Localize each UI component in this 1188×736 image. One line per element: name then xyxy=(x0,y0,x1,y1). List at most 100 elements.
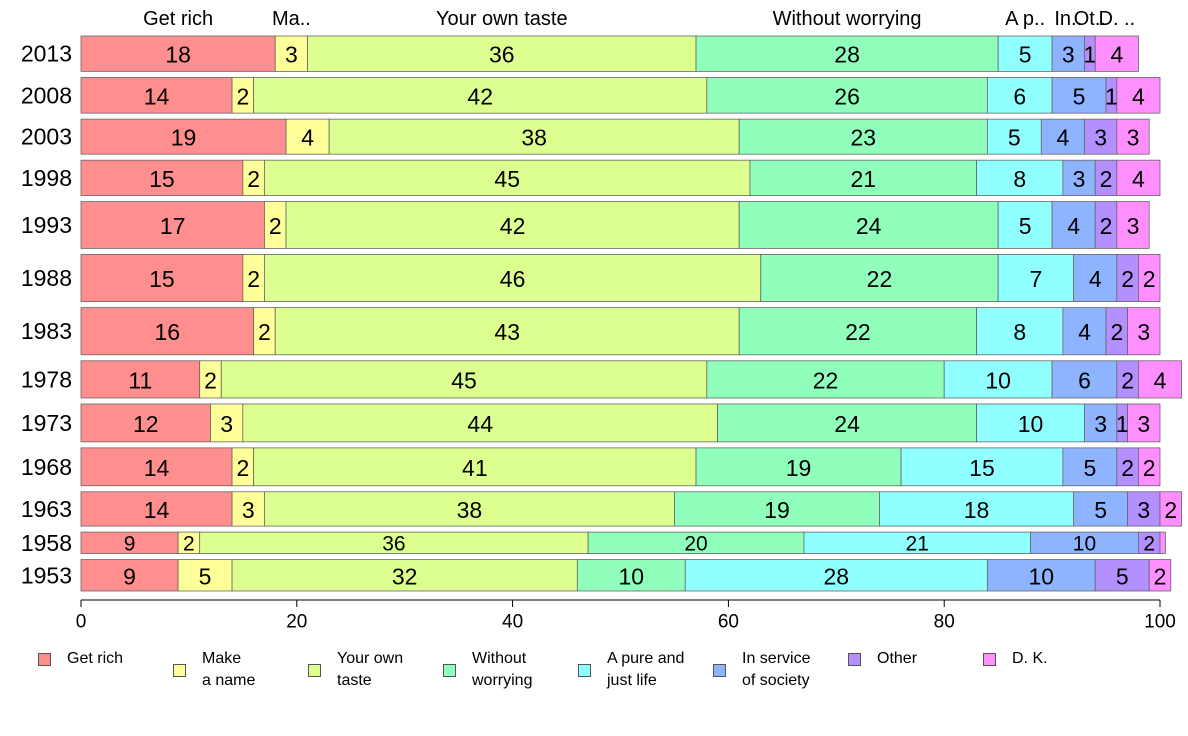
year-label: 1978 xyxy=(21,366,72,392)
bar-segment xyxy=(285,118,330,155)
bar-segment xyxy=(307,35,697,72)
year-label: 2013 xyxy=(21,41,72,67)
x-tick-label: 80 xyxy=(934,612,955,633)
bar-value-label: 2 xyxy=(1164,497,1177,523)
series-header-label: Ot.. xyxy=(1074,8,1106,30)
bar-value-label: 22 xyxy=(867,266,893,292)
legend-label: A pure and just life xyxy=(607,650,685,689)
bar-value-label: 5 xyxy=(1008,125,1021,151)
bar-segment xyxy=(1148,559,1172,592)
bar-segment xyxy=(274,307,740,356)
bar-segment xyxy=(1138,360,1182,399)
bar-segment xyxy=(1116,118,1150,155)
bar-value-label: 11 xyxy=(128,367,152,393)
bar-segment xyxy=(976,159,1064,196)
bar-value-label: 4 xyxy=(1067,213,1080,239)
bar-segment xyxy=(1116,76,1161,114)
bar-segment xyxy=(264,159,751,196)
bar-value-label: 2 xyxy=(1143,455,1156,481)
series-header-label: Get rich xyxy=(143,8,213,30)
bar-value-label: 24 xyxy=(834,411,860,437)
bar-value-label: 2 xyxy=(1121,455,1134,481)
bar-value-label: 45 xyxy=(494,166,520,192)
bar-value-label: 2 xyxy=(1143,266,1156,292)
bar-value-label: 43 xyxy=(494,319,520,345)
bar-value-label: 2 xyxy=(1110,319,1123,345)
legend-item: In service of society xyxy=(713,648,810,692)
bar-value-label: 2 xyxy=(247,166,260,192)
bar-value-label: 10 xyxy=(618,563,644,589)
legend-item: Make a name xyxy=(173,648,255,692)
bar-value-label: 24 xyxy=(856,213,882,239)
bar-value-label: 42 xyxy=(500,213,526,239)
bar-segment xyxy=(706,76,988,114)
x-tick-label: 40 xyxy=(502,612,523,633)
bar-value-label: 1 xyxy=(1105,83,1118,109)
bar-value-label: 7 xyxy=(1030,266,1043,292)
bar-segment xyxy=(80,360,201,399)
bar-segment xyxy=(1127,491,1161,527)
bar-segment xyxy=(264,254,762,303)
bar-segment xyxy=(976,307,1064,356)
year-label: 2003 xyxy=(21,124,72,150)
legend-swatch xyxy=(173,663,186,677)
bar-value-label: 4 xyxy=(1078,319,1091,345)
bar-segment xyxy=(1094,35,1139,72)
bar-segment xyxy=(80,159,244,196)
bar-segment xyxy=(879,491,1075,527)
bar-segment xyxy=(684,559,988,592)
bar-segment xyxy=(1062,307,1107,356)
bar-value-label: 4 xyxy=(1056,125,1069,151)
bar-value-label: 2 xyxy=(1121,367,1134,393)
year-label: 1958 xyxy=(21,530,72,556)
bar-value-label: 36 xyxy=(489,42,515,68)
bar-value-label: 46 xyxy=(500,266,526,292)
bar-segment xyxy=(1127,307,1161,356)
bar-value-label: 5 xyxy=(1073,83,1086,109)
bar-value-label: 12 xyxy=(133,411,159,437)
legend-label: Make a name xyxy=(202,650,256,689)
bar-value-label: 14 xyxy=(144,83,170,109)
bar-value-label: 10 xyxy=(1018,411,1044,437)
bar-value-label: 3 xyxy=(242,497,255,523)
bar-value-label: 2 xyxy=(1100,166,1113,192)
bar-value-label: 4 xyxy=(1154,367,1167,393)
bar-value-label: 14 xyxy=(144,497,170,523)
bar-segment xyxy=(1084,118,1118,155)
bar-value-label: 2 xyxy=(269,213,282,239)
bar-value-label: 15 xyxy=(149,266,175,292)
legend-swatch xyxy=(38,652,51,666)
bar-value-label: 18 xyxy=(964,497,990,523)
year-label: 1988 xyxy=(21,265,72,291)
bar-value-label: 2 xyxy=(1100,213,1113,239)
year-label: 1993 xyxy=(21,212,72,238)
bar-segment xyxy=(220,360,708,399)
legend-swatch xyxy=(578,663,591,677)
bar-value-label: 2 xyxy=(204,367,217,393)
bar-segment xyxy=(242,403,719,443)
legend-label: Other xyxy=(877,650,918,667)
bar-value-label: 8 xyxy=(1013,319,1026,345)
bar-segment xyxy=(943,360,1053,399)
bar-value-label: 5 xyxy=(1116,563,1129,589)
legend-item: Other xyxy=(848,648,917,670)
bar-segment xyxy=(1138,447,1161,487)
bar-value-label: 15 xyxy=(149,166,175,192)
bar-value-label: 19 xyxy=(786,455,812,481)
bar-segment xyxy=(80,403,211,443)
bar-value-label: 4 xyxy=(301,125,314,151)
bar-value-label: 28 xyxy=(834,42,860,68)
bar-segment xyxy=(695,35,999,72)
bar-value-label: 2 xyxy=(258,319,271,345)
bar-value-label: 19 xyxy=(764,497,790,523)
x-tick-label: 20 xyxy=(286,612,307,633)
bar-segment xyxy=(986,559,1096,592)
bar-value-label: 20 xyxy=(684,532,707,555)
bar-segment xyxy=(1159,531,1166,554)
bar-segment xyxy=(80,76,233,114)
bar-segment xyxy=(210,403,244,443)
bar-value-label: 3 xyxy=(1127,125,1140,151)
bar-segment xyxy=(1051,76,1107,114)
series-header-label: In.. xyxy=(1054,8,1082,30)
